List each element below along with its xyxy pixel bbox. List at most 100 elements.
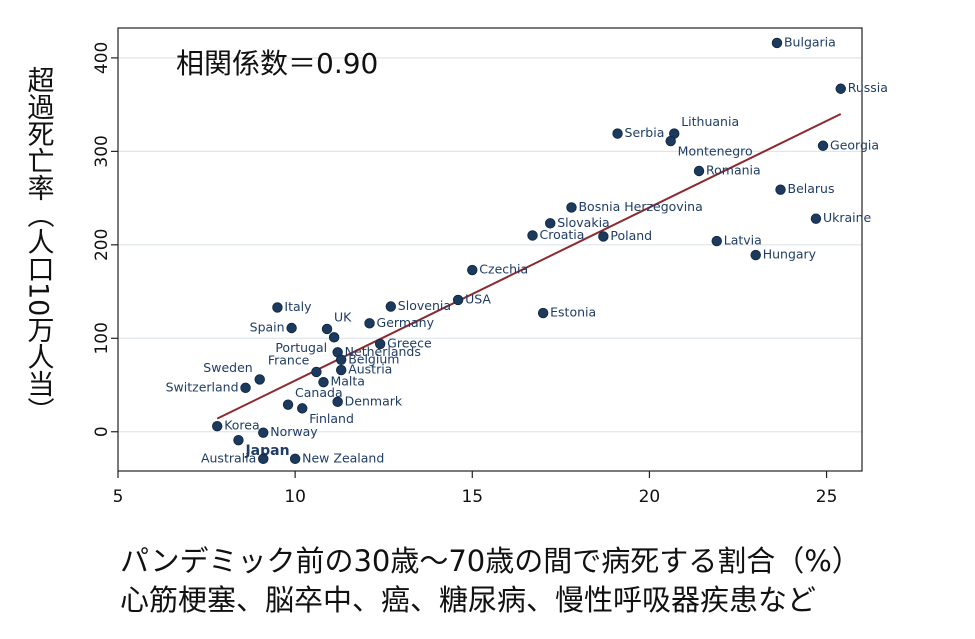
x-tick-label: 20: [639, 487, 661, 507]
point-label: Portugal: [275, 340, 327, 355]
y-axis-label-wrap: 超過死亡率（人口10万人当）: [18, 40, 58, 450]
point-label: Spain: [250, 320, 285, 335]
point-label: Germany: [377, 315, 435, 330]
data-point: [364, 318, 375, 329]
point-label: France: [268, 352, 310, 367]
data-point: [665, 135, 676, 147]
x-axis-label-line1: パンデミック前の30歳〜70歳の間で病死する割合（%）: [120, 544, 861, 578]
point-label: Czechia: [479, 262, 528, 277]
axes: 0 100 200 300 400 5 10 15 20 25: [92, 42, 837, 507]
y-tick-label: 400: [92, 42, 112, 74]
data-point: [452, 294, 464, 306]
data-point: [374, 338, 386, 350]
point-label: Georgia: [830, 137, 879, 152]
point-label: Bosnia Herzegovina: [578, 199, 702, 214]
data-point: [775, 184, 786, 195]
point-label: Romania: [706, 162, 761, 177]
data-point: [527, 230, 538, 241]
point-label: Switzerland: [166, 379, 239, 394]
data-point: [311, 366, 322, 378]
x-tick-label: 25: [816, 487, 838, 507]
data-point: [817, 140, 829, 151]
point-label: Korea: [224, 418, 259, 433]
point-label: UK: [334, 309, 352, 324]
data-point: [810, 213, 822, 224]
data-point: [321, 323, 333, 335]
data-point: [835, 83, 846, 94]
point-label: Australia: [201, 450, 256, 465]
x-axis-label-line2: 心筋梗塞、脳卒中、癌、糖尿病、慢性呼吸器疾患など: [120, 583, 817, 617]
point-label: Slovakia: [557, 215, 609, 230]
x-tick-label: 15: [461, 487, 483, 507]
point-label: Austria: [348, 362, 392, 377]
data-point: [328, 332, 340, 343]
x-tick-label: 5: [113, 487, 124, 507]
point-label: New Zealand: [302, 450, 384, 465]
point-label: Russia: [848, 80, 888, 95]
data-point: [771, 37, 783, 49]
point-label: Malta: [330, 374, 364, 389]
y-axis-label: 超過死亡率（人口10万人当）: [22, 65, 54, 425]
data-point: [286, 322, 297, 334]
data-point: [693, 165, 705, 177]
point-label: Netherlands: [345, 344, 421, 359]
y-tick-label: 300: [92, 135, 112, 167]
trend-line: [216, 113, 842, 420]
point-label: Estonia: [550, 305, 596, 320]
data-point: [612, 128, 623, 139]
data-point: [297, 403, 308, 414]
point-label: Denmark: [345, 393, 403, 408]
point-label: Belarus: [788, 181, 835, 196]
data-point: [254, 374, 265, 385]
data-point: [385, 301, 397, 312]
data-point: [233, 434, 244, 446]
point-label: Hungary: [763, 247, 817, 262]
data-point: [289, 453, 301, 465]
data-point: [240, 382, 251, 394]
point-label: Italy: [284, 299, 312, 314]
point-label: Poland: [610, 228, 652, 243]
data-point: [336, 354, 347, 365]
point-label: Japan: [244, 443, 289, 459]
point-label: Serbia: [625, 125, 665, 140]
data-point: [545, 218, 556, 229]
point-label: Lithuania: [681, 114, 739, 129]
point-label: Bulgaria: [784, 34, 836, 49]
data-point: [258, 453, 269, 465]
y-tick-label: 0: [92, 426, 112, 437]
y-tick-label: 200: [92, 229, 112, 261]
data-points: Bulgaria Russia Serbia Lithuania Montenegro G…: [166, 34, 888, 465]
point-label: USA: [465, 291, 491, 306]
data-point: [467, 264, 478, 276]
point-label: Greece: [387, 335, 432, 350]
y-tick-label: 100: [92, 322, 112, 354]
point-label: Norway: [270, 424, 318, 439]
data-point: [258, 427, 269, 438]
point-label: Latvia: [724, 233, 762, 248]
data-point: [566, 202, 577, 213]
x-tick-label: 10: [284, 487, 306, 507]
correlation-annotation: 相関係数＝0.90: [176, 47, 378, 80]
point-label: Slovenia: [398, 298, 451, 313]
data-point: [282, 399, 294, 410]
data-point: [598, 231, 609, 242]
grid-lines: [118, 57, 862, 433]
data-point: [336, 364, 347, 376]
data-point: [711, 235, 722, 247]
plot-frame: [117, 27, 863, 472]
data-point: [750, 249, 761, 261]
point-label: Montenegro: [678, 144, 753, 159]
point-label: Canada: [295, 385, 343, 400]
point-label: Ukraine: [823, 210, 872, 225]
point-label: Belgium: [348, 351, 399, 366]
data-point: [318, 377, 329, 388]
data-point: [211, 420, 223, 432]
data-point: [332, 396, 343, 408]
point-label: Finland: [309, 411, 354, 426]
data-point: [272, 302, 283, 313]
point-label: Croatia: [540, 227, 585, 242]
data-point: [537, 307, 549, 319]
point-label: Sweden: [203, 360, 252, 375]
trend-line-group: [216, 113, 842, 420]
